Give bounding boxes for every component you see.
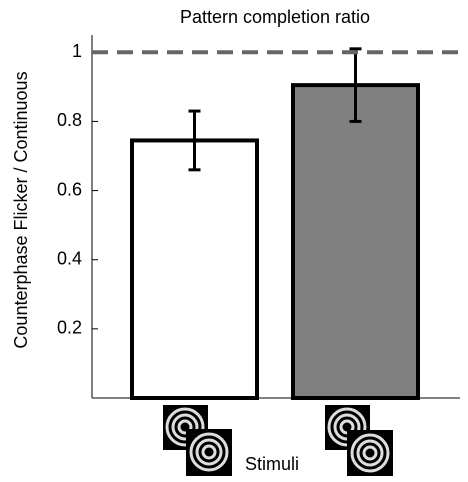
y-tick-label: 0.8	[57, 110, 82, 130]
y-tick-label: 0.2	[57, 318, 82, 338]
x-axis-label: Stimuli	[245, 454, 299, 474]
error-bar	[349, 47, 362, 123]
stimulus-icon	[163, 405, 232, 476]
stimulus-icon	[325, 405, 393, 476]
chart-title: Pattern completion ratio	[180, 7, 370, 27]
y-tick-label: 0.6	[57, 179, 82, 199]
bar	[130, 138, 259, 400]
y-tick-label: 0.4	[57, 248, 82, 268]
error-bar	[188, 109, 201, 172]
bar	[291, 83, 420, 400]
y-tick-label: 1	[72, 41, 82, 61]
y-axis-label: Counterphase Flicker / Continuous	[11, 71, 31, 348]
